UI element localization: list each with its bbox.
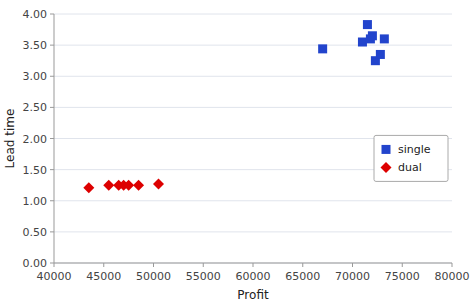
y-tick-label: 3.00 [23,70,48,83]
y-axis-line [54,14,55,263]
series-1 [83,178,164,193]
grid-line [54,45,452,46]
y-tick-label: 0.50 [23,226,48,239]
x-tick [153,263,154,267]
x-tick-label: 45000 [86,270,121,283]
grid-line [54,200,452,201]
legend-box [374,135,448,181]
x-axis-line [54,263,452,264]
x-tick-label: 40000 [37,270,72,283]
x-tick [402,263,403,267]
grid-line [54,14,452,15]
legend-marker [381,162,392,173]
x-tick-label: 50000 [136,270,171,283]
point [380,34,389,43]
x-tick-label: 80000 [435,270,470,283]
page: {"chart_data": {"type": "scatter", "xlab… [0,0,474,307]
point [133,180,144,191]
x-tick [253,263,254,267]
y-tick-label: 1.50 [23,164,48,177]
y-tick-label: 2.00 [23,133,48,146]
y-tick [50,263,54,264]
x-tick-label: 65000 [285,270,320,283]
x-tick [302,263,303,267]
x-tick-label: 75000 [385,270,420,283]
y-tick [50,138,54,139]
legend: single dual [374,135,448,181]
x-tick-label: 60000 [236,270,271,283]
y-tick [50,14,54,15]
legend-label: dual [398,161,422,174]
x-tick [203,263,204,267]
x-axis-title: Profit [237,288,269,302]
y-tick [50,45,54,46]
y-tick-label: 2.50 [23,101,48,114]
y-tick [50,169,54,170]
series-0 [318,20,389,65]
x-tick-label: 55000 [186,270,221,283]
points [83,20,389,193]
grid-line [54,231,452,232]
point [363,20,372,29]
grid-line [54,107,452,108]
x-tick [452,263,453,267]
grid-line [54,76,452,77]
point [103,180,114,191]
legend-marker [382,145,391,154]
point [318,44,327,53]
x-tick [103,263,104,267]
point [376,50,385,59]
y-tick [50,107,54,108]
y-tick [50,231,54,232]
x-tick [352,263,353,267]
y-tick [50,200,54,201]
point [83,182,94,193]
chart: 0.00 0.50 1.00 1.50 2.00 2.50 3.00 3.50 4.00 4000… [0,0,474,307]
y-axis-title: Lead time [3,109,17,169]
legend-label: single [398,143,431,156]
y-tick-label: 3.50 [23,39,48,52]
point [153,178,164,189]
point [358,38,367,47]
y-tick-label: 0.00 [23,257,48,270]
y-tick-label: 4.00 [23,8,48,21]
grid-line [54,263,452,264]
x-tick-label: 70000 [335,270,370,283]
point [368,31,377,40]
point [123,180,134,191]
y-tick-label: 1.00 [23,195,48,208]
axes: 0.00 0.50 1.00 1.50 2.00 2.50 3.00 3.50 4.00 4000… [23,8,470,283]
y-tick [50,76,54,77]
x-tick [54,263,55,267]
